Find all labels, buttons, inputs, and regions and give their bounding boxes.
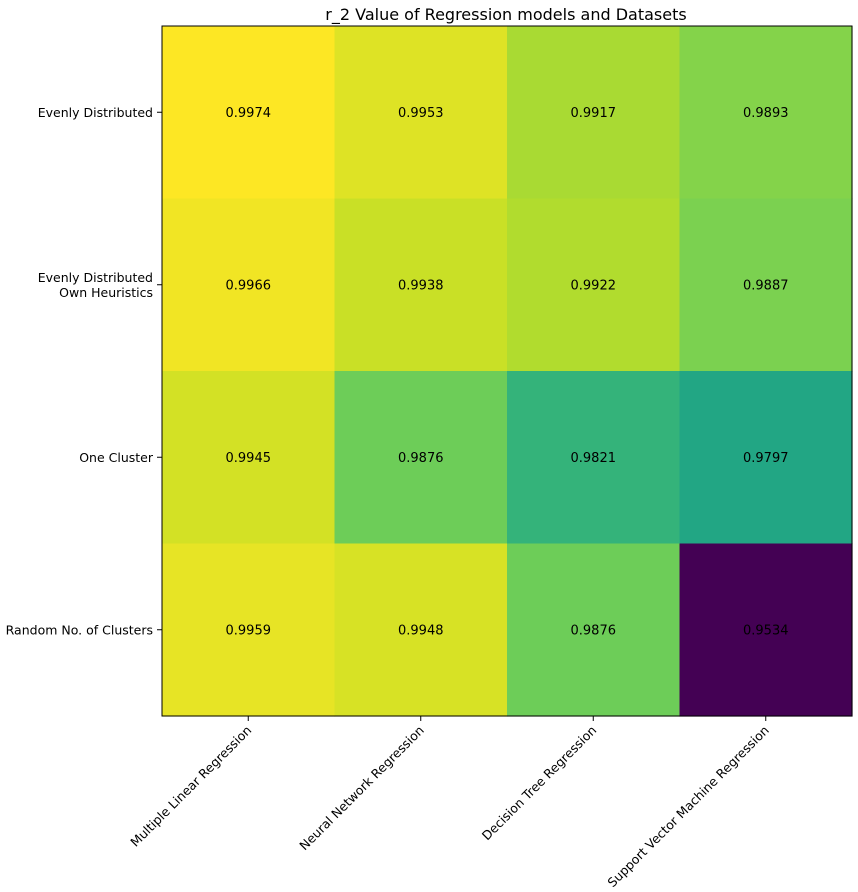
heatmap-cell — [507, 543, 681, 717]
heatmap-cell — [334, 543, 508, 717]
heatmap-cell — [162, 198, 336, 372]
heatmap-cell — [162, 371, 336, 545]
plot-frame — [161, 25, 853, 717]
x-tick-label: Decision Tree Regression — [479, 723, 600, 844]
heatmap-cell-labels: 0.9974 0.9953 0.9917 0.9893 0.9966 0.9938 0.99… — [226, 106, 789, 639]
cell-value-label: 0.9917 — [571, 106, 617, 121]
cell-value-label: 0.9821 — [571, 451, 617, 466]
heatmap-cell — [507, 26, 681, 200]
cell-value-label: 0.9959 — [226, 623, 272, 638]
heatmap-cell — [679, 371, 853, 545]
cell-value-label: 0.9953 — [398, 106, 444, 121]
cell-value-label: 0.9797 — [743, 451, 789, 466]
x-tick-label: Neural Network Regression — [296, 723, 427, 854]
y-tick-label: Evenly Distributed — [38, 270, 153, 285]
heatmap-cell — [679, 198, 853, 372]
y-tick-label: Own Heuristics — [59, 285, 153, 300]
cell-value-label: 0.9887 — [743, 278, 789, 293]
x-tick-label: Support Vector Machine Regression — [604, 723, 771, 890]
heatmap-cell — [507, 198, 681, 372]
x-axis: Multiple Linear Regression Neural Network… — [127, 716, 772, 890]
heatmap-cell — [334, 198, 508, 372]
y-tick-label: One Cluster — [79, 450, 154, 465]
cell-value-label: 0.9534 — [743, 623, 789, 638]
heatmap-cell — [507, 371, 681, 545]
cell-value-label: 0.9938 — [398, 278, 444, 293]
cell-value-label: 0.9876 — [398, 451, 444, 466]
heatmap-cells — [162, 26, 853, 717]
chart-title: r_2 Value of Regression models and Datas… — [325, 5, 686, 25]
cell-value-label: 0.9948 — [398, 623, 444, 638]
heatmap-cell — [334, 26, 508, 200]
cell-value-label: 0.9945 — [226, 451, 272, 466]
cell-value-label: 0.9974 — [226, 106, 272, 121]
y-tick-label: Evenly Distributed — [38, 105, 153, 120]
cell-value-label: 0.9966 — [226, 278, 272, 293]
heatmap-cell — [334, 371, 508, 545]
heatmap-cell — [679, 543, 853, 717]
x-tick-label: Multiple Linear Regression — [127, 723, 254, 850]
heatmap-cell — [162, 543, 336, 717]
heatmap-cell — [162, 26, 336, 200]
cell-value-label: 0.9876 — [571, 623, 617, 638]
cell-value-label: 0.9893 — [743, 106, 789, 121]
cell-value-label: 0.9922 — [571, 278, 617, 293]
y-tick-label: Random No. of Clusters — [6, 622, 153, 637]
heatmap-cell — [679, 26, 853, 200]
